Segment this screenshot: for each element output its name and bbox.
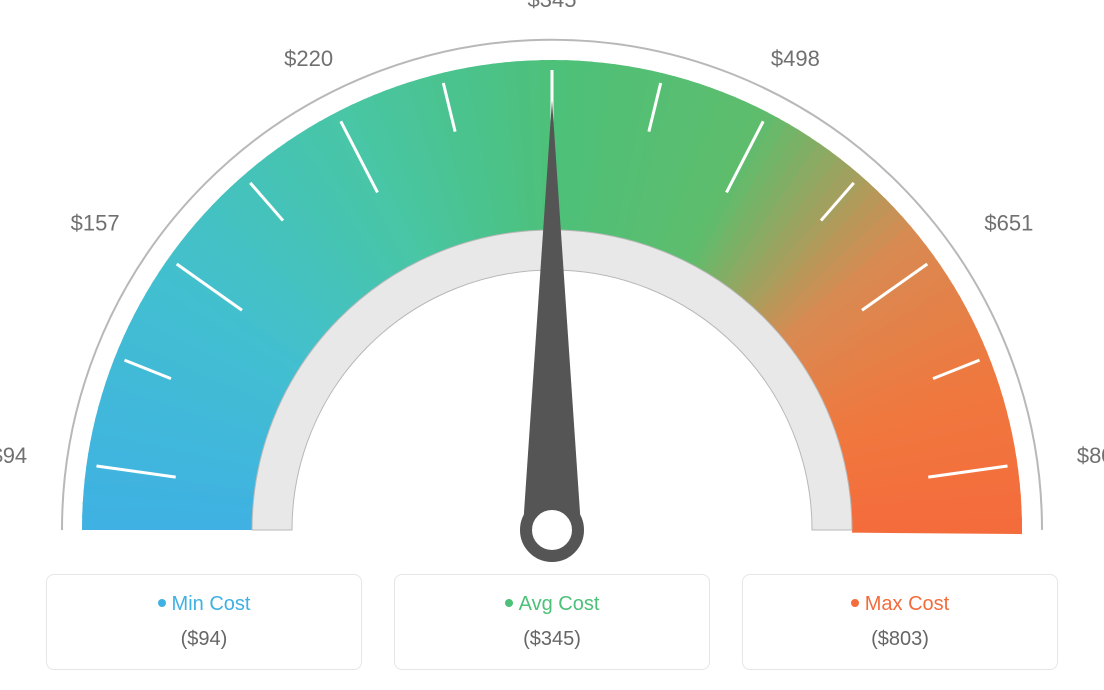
legend-avg-title: Avg Cost [395, 593, 709, 616]
bullet-max [851, 599, 859, 607]
legend-avg-value: ($345) [395, 628, 709, 651]
legend-min-label: Min Cost [172, 593, 251, 615]
legend-card-min: Min Cost ($94) [46, 574, 362, 670]
legend-min-value: ($94) [47, 628, 361, 651]
gauge-area: $94 $157 $220 $345 $498 $651 $803 [0, 0, 1104, 570]
tick-label: $651 [984, 210, 1033, 235]
legend-card-max: Max Cost ($803) [742, 574, 1058, 670]
legend-min-title: Min Cost [47, 593, 361, 616]
bullet-min [158, 599, 166, 607]
needle-hub [526, 504, 578, 556]
legend-avg-label: Avg Cost [519, 593, 600, 615]
tick-label: $345 [528, 0, 577, 12]
tick-label: $803 [1077, 443, 1104, 468]
legend-max-label: Max Cost [865, 593, 949, 615]
legend-row: Min Cost ($94) Avg Cost ($345) Max Cost … [0, 574, 1104, 670]
tick-label: $220 [284, 46, 333, 71]
tick-label: $157 [71, 210, 120, 235]
bullet-avg [505, 599, 513, 607]
gauge-svg: $94 $157 $220 $345 $498 $651 $803 [0, 0, 1104, 570]
legend-max-title: Max Cost [743, 593, 1057, 616]
tick-label: $498 [771, 46, 820, 71]
legend-card-avg: Avg Cost ($345) [394, 574, 710, 670]
tick-label: $94 [0, 443, 27, 468]
legend-max-value: ($803) [743, 628, 1057, 651]
cost-gauge-chart: $94 $157 $220 $345 $498 $651 $803 Min Cost ($9… [0, 0, 1104, 690]
